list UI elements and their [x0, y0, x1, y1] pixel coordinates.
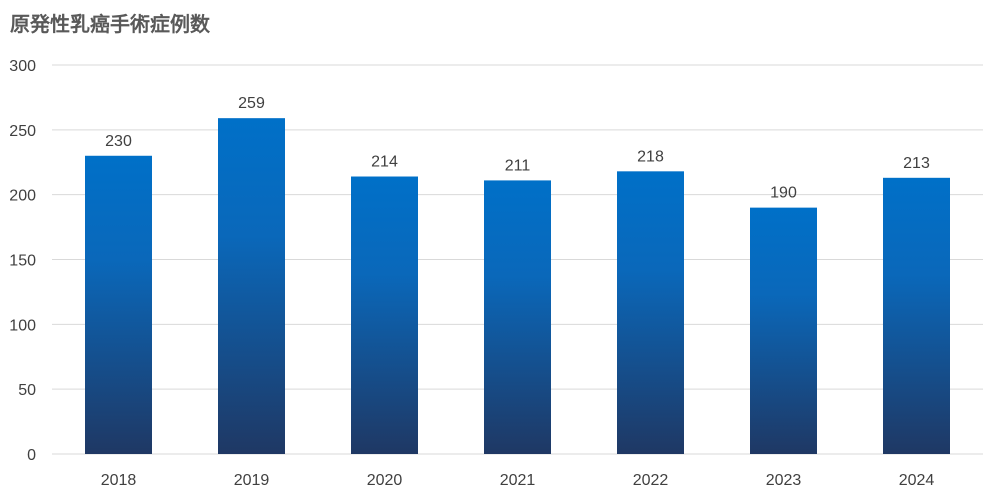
data-label-2020: 214 — [371, 154, 398, 171]
bar-2024 — [883, 177, 950, 454]
chart-title: 原発性乳癌手術症例数 — [10, 12, 210, 36]
bar-2023 — [750, 207, 817, 454]
y-tick-label: 300 — [9, 58, 36, 75]
y-tick-label: 150 — [9, 253, 36, 270]
y-tick-label: 50 — [18, 382, 36, 399]
data-label-2023: 190 — [770, 185, 797, 202]
data-label-2021: 211 — [505, 157, 531, 174]
x-tick-label-2024: 2024 — [899, 472, 935, 489]
bar-2018 — [85, 155, 152, 454]
y-tick-label: 100 — [9, 317, 36, 334]
data-label-2018: 230 — [105, 133, 132, 150]
bar-2021 — [484, 180, 551, 455]
data-labels: 230 259 214 211 218 190 213 — [105, 95, 930, 201]
bar-2022 — [617, 171, 684, 454]
bar-2020 — [351, 176, 418, 454]
x-tick-label-2019: 2019 — [234, 472, 270, 489]
x-tick-label-2022: 2022 — [633, 472, 669, 489]
y-tick-label: 200 — [9, 188, 36, 205]
y-axis-tick-labels: 0 50 100 150 200 250 300 — [9, 58, 36, 464]
x-axis-tick-labels: 2018 2019 2020 2021 2022 2023 2024 — [101, 472, 935, 489]
bars — [85, 118, 950, 455]
x-tick-label-2023: 2023 — [766, 472, 802, 489]
data-label-2019: 259 — [238, 95, 265, 112]
y-tick-label: 250 — [9, 123, 36, 140]
y-tick-label: 0 — [27, 447, 36, 464]
x-tick-label-2020: 2020 — [367, 472, 403, 489]
data-label-2022: 218 — [637, 148, 664, 165]
data-label-2024: 213 — [903, 155, 930, 172]
x-tick-label-2018: 2018 — [101, 472, 137, 489]
x-tick-label-2021: 2021 — [500, 472, 536, 489]
bar-2019 — [218, 118, 285, 454]
